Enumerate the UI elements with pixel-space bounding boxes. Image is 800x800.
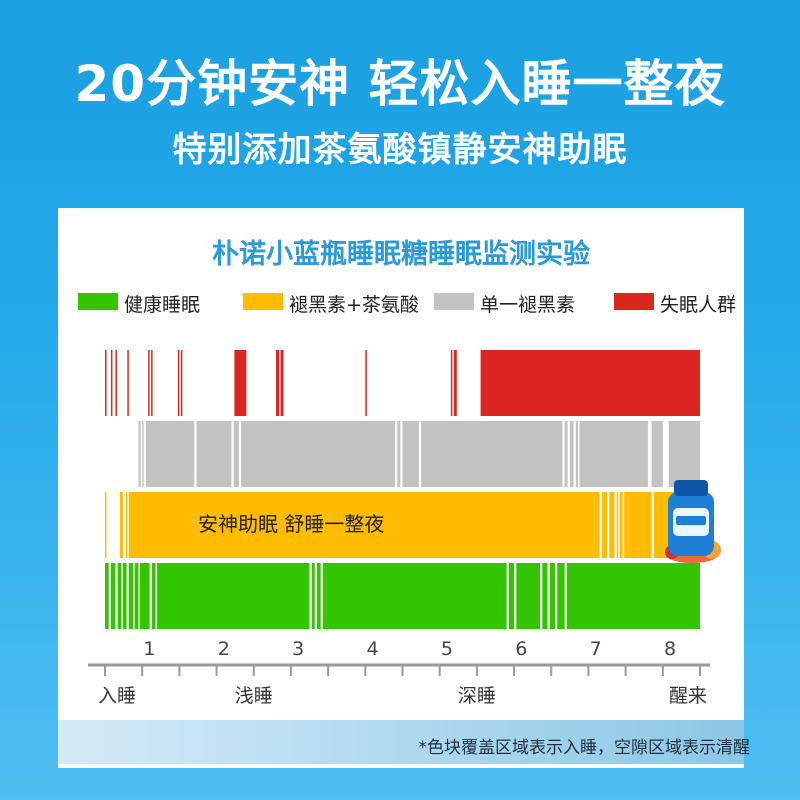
legend-swatch-insomnia [614, 293, 654, 310]
wake-gap-healthy-16 [564, 563, 567, 629]
wake-gap-melatonin-only-1 [231, 421, 234, 487]
sleep-segment-insomnia-7 [180, 350, 183, 416]
wake-gap-healthy-10 [320, 563, 323, 629]
wake-gap-healthy-15 [554, 563, 558, 629]
wake-gap-melatonin-only-0 [194, 421, 197, 487]
sleep-segment-insomnia-13 [453, 350, 457, 416]
wake-gap-healthy-2 [121, 563, 123, 629]
wake-gap-melatonin-only-9 [578, 421, 580, 487]
x-tick-label-6: 6 [515, 638, 527, 660]
wake-gap-melatonin-theanine-1 [607, 492, 610, 558]
wake-gap-healthy-7 [155, 563, 158, 629]
wake-gap-melatonin-only-3 [395, 421, 398, 487]
sleep-segment-melatonin-theanine-2 [125, 492, 128, 558]
x-tick-label-2: 2 [218, 638, 230, 660]
legend-label-melatonin-only: 单一褪黑素 [480, 294, 576, 316]
x-tick-label-3: 3 [292, 638, 304, 660]
phase-label-2: 深睡 [458, 685, 496, 707]
product-bottle-image [665, 480, 721, 563]
phase-label-3: 醒来 [669, 685, 707, 707]
x-axis: 1 2 3 4 5 6 7 8 入睡 浅睡 深睡 醒来 [88, 638, 710, 707]
sleep-segment-melatonin-only-4 [668, 421, 700, 487]
sleep-segment-insomnia-14 [480, 350, 700, 416]
legend-swatch-melatonin-only [434, 293, 474, 310]
phase-label-1: 浅睡 [235, 685, 273, 707]
footnote: *色块覆盖区域表示入睡，空隙区域表示清醒 [418, 738, 751, 758]
sleep-segment-melatonin-theanine-0 [105, 492, 107, 558]
wake-gap-healthy-0 [108, 563, 111, 629]
wake-gap-healthy-13 [540, 563, 543, 629]
wake-gap-melatonin-theanine-2 [614, 492, 617, 558]
sleep-segment-insomnia-0 [105, 350, 107, 416]
sleep-segment-melatonin-only-0 [138, 421, 141, 487]
sleep-segment-insomnia-4 [148, 350, 150, 416]
legend-swatch-healthy [78, 293, 118, 310]
sleep-segment-insomnia-10 [280, 350, 284, 416]
legend-label-melatonin-theanine: 褪黑素+茶氨酸 [289, 294, 419, 316]
phase-label-0: 入睡 [98, 685, 136, 707]
wake-gap-healthy-1 [115, 563, 118, 629]
x-tick-label-5: 5 [441, 638, 453, 660]
wake-gap-melatonin-only-7 [567, 421, 570, 487]
bar-annotation: 安神助眠 舒睡一整夜 [198, 512, 384, 536]
wake-gap-healthy-11 [506, 563, 509, 629]
legend-label-insomnia: 失眠人群 [660, 294, 737, 316]
wake-gap-healthy-6 [149, 563, 152, 629]
sleep-segment-melatonin-only-1 [142, 421, 144, 487]
wake-gap-healthy-12 [514, 563, 517, 629]
sleep-segment-insomnia-1 [110, 350, 113, 416]
headline: 20分钟安神 轻松入睡一整夜 [74, 55, 726, 113]
bars-group [105, 350, 701, 629]
wake-gap-melatonin-only-8 [573, 421, 576, 487]
sleep-segment-insomnia-8 [234, 350, 247, 416]
sleep-segment-melatonin-only-3 [651, 421, 663, 487]
wake-gap-melatonin-theanine-5 [651, 492, 654, 558]
sleep-segment-insomnia-2 [115, 350, 117, 416]
legend-label-healthy: 健康睡眠 [124, 294, 201, 316]
wake-gap-healthy-8 [309, 563, 312, 629]
subheadline: 特别添加茶氨酸镇静安神助眠 [172, 130, 628, 170]
wake-gap-melatonin-theanine-3 [618, 492, 620, 558]
wake-gap-melatonin-only-4 [400, 421, 403, 487]
sleep-segment-insomnia-9 [276, 350, 280, 416]
legend-swatch-melatonin-theanine [243, 293, 283, 310]
sleep-segment-insomnia-6 [177, 350, 180, 416]
x-tick-label-1: 1 [143, 638, 155, 660]
sleep-segment-insomnia-11 [365, 350, 367, 416]
x-tick-label-4: 4 [366, 638, 378, 660]
sleep-segment-healthy-0 [105, 563, 700, 629]
sleep-segment-insomnia-5 [151, 350, 153, 416]
sleep-segment-melatonin-theanine-3 [128, 492, 701, 558]
wake-gap-melatonin-only-5 [418, 421, 422, 487]
footer-band [58, 720, 744, 764]
wake-gap-melatonin-theanine-0 [599, 492, 602, 558]
sleep-segment-insomnia-3 [127, 350, 129, 416]
wake-gap-melatonin-only-2 [238, 421, 242, 487]
wake-gap-melatonin-theanine-4 [622, 492, 625, 558]
sleep-segment-insomnia-12 [450, 350, 453, 416]
wake-gap-healthy-9 [314, 563, 317, 629]
wake-gap-healthy-5 [138, 563, 140, 629]
wake-gap-healthy-3 [126, 563, 129, 629]
sleep-segment-melatonin-theanine-1 [119, 492, 123, 558]
wake-gap-melatonin-only-6 [562, 421, 565, 487]
x-tick-label-7: 7 [590, 638, 602, 660]
x-tick-label-8: 8 [664, 638, 676, 660]
wake-gap-healthy-14 [547, 563, 550, 629]
chart-title: 朴诺小蓝瓶睡眠糖睡眠监测实验 [212, 239, 590, 270]
wake-gap-healthy-4 [133, 563, 135, 629]
